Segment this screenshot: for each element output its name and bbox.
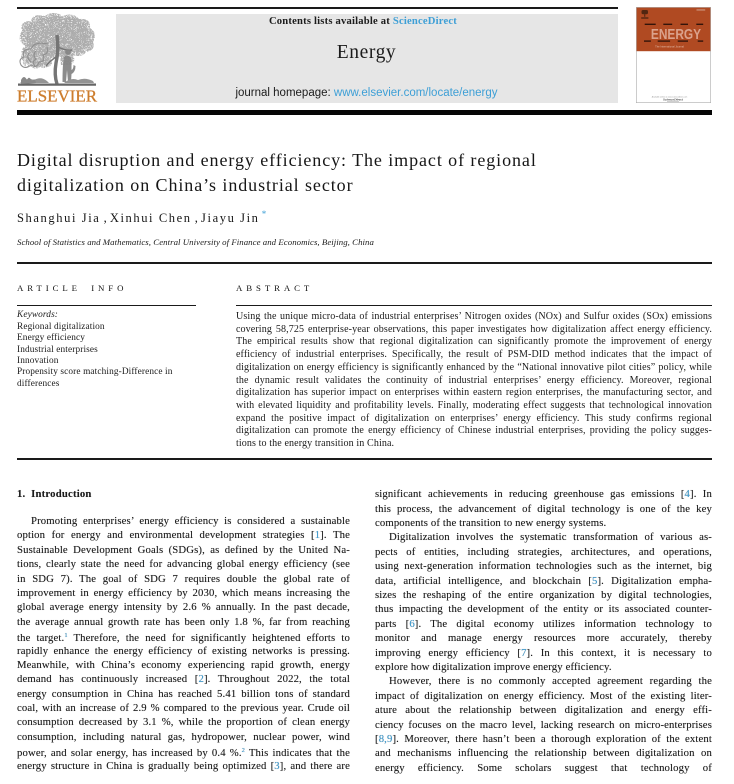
svg-text:The International Journal: The International Journal <box>655 45 684 49</box>
svg-text:ScienceDirect: ScienceDirect <box>663 98 684 102</box>
svg-text:ELSEVIER: ELSEVIER <box>17 87 98 106</box>
svg-text:ENERGY: ENERGY <box>651 26 701 43</box>
svg-text:Available online at www.scienc: Available online at www.sciencedirect.co… <box>652 96 688 99</box>
